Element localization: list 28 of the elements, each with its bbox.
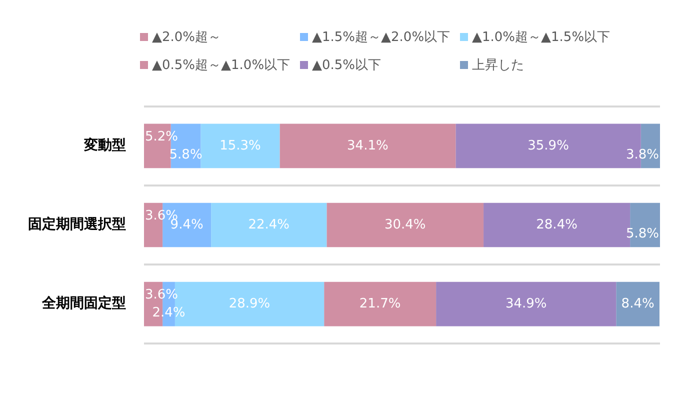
y-tick-label: 全期間固定型 [41, 294, 126, 312]
legend-label: ▲1.0%超～▲1.5%以下 [472, 29, 610, 46]
legend-label: ▲0.5%以下 [312, 57, 382, 74]
bar [436, 282, 616, 326]
bar [616, 282, 660, 326]
data-label: 30.4% [384, 217, 426, 232]
data-label: 22.4% [248, 217, 290, 232]
data-label: 34.1% [347, 138, 388, 154]
data-label: 35.9% [528, 138, 569, 154]
bar [211, 202, 327, 248]
legend-label: ▲2.0%超～ [152, 29, 222, 46]
legend-label: ▲1.5%超～▲2.0%以下 [312, 29, 450, 46]
y-tick-label: 変動型 [83, 136, 126, 154]
data-label: 5.8% [626, 226, 659, 242]
bar [280, 124, 456, 168]
data-label: 21.7% [359, 296, 401, 312]
data-label: 3.8% [626, 147, 659, 162]
bar [326, 202, 484, 248]
bar [200, 124, 280, 168]
data-label: 15.3% [220, 138, 261, 154]
bar [324, 282, 436, 326]
legend-label: ▲0.5%超～▲1.0%以下 [152, 57, 290, 74]
y-tick-label: 固定期間選択型 [28, 216, 126, 233]
legend-label: 上昇した [472, 57, 524, 74]
data-label: 34.9% [505, 296, 547, 312]
data-label: 28.4% [536, 217, 578, 232]
data-label: 28.9% [228, 296, 270, 312]
data-label: 8.4% [621, 296, 654, 312]
